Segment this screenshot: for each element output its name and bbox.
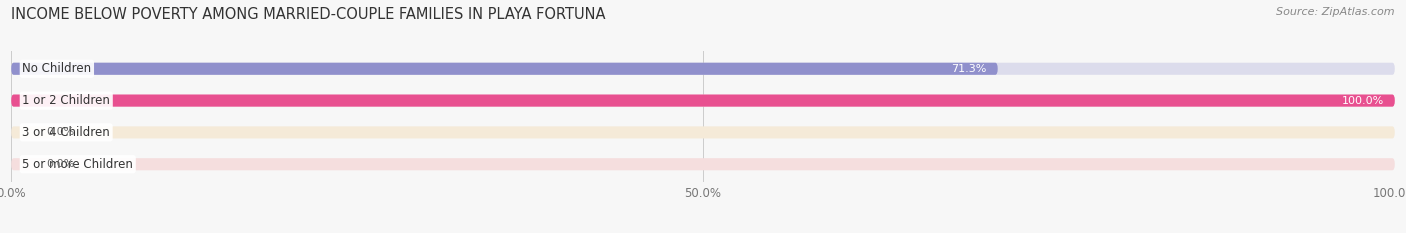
FancyBboxPatch shape [11,63,998,75]
Text: 1 or 2 Children: 1 or 2 Children [22,94,110,107]
Text: 0.0%: 0.0% [46,127,75,137]
FancyBboxPatch shape [11,126,1395,138]
Text: No Children: No Children [22,62,91,75]
Text: 100.0%: 100.0% [1341,96,1384,106]
Text: 5 or more Children: 5 or more Children [22,158,134,171]
FancyBboxPatch shape [11,95,1395,107]
Text: 71.3%: 71.3% [952,64,987,74]
Text: Source: ZipAtlas.com: Source: ZipAtlas.com [1277,7,1395,17]
Text: INCOME BELOW POVERTY AMONG MARRIED-COUPLE FAMILIES IN PLAYA FORTUNA: INCOME BELOW POVERTY AMONG MARRIED-COUPL… [11,7,606,22]
Text: 3 or 4 Children: 3 or 4 Children [22,126,110,139]
FancyBboxPatch shape [11,63,1395,75]
FancyBboxPatch shape [11,158,1395,170]
Text: 0.0%: 0.0% [46,159,75,169]
FancyBboxPatch shape [11,95,1395,107]
